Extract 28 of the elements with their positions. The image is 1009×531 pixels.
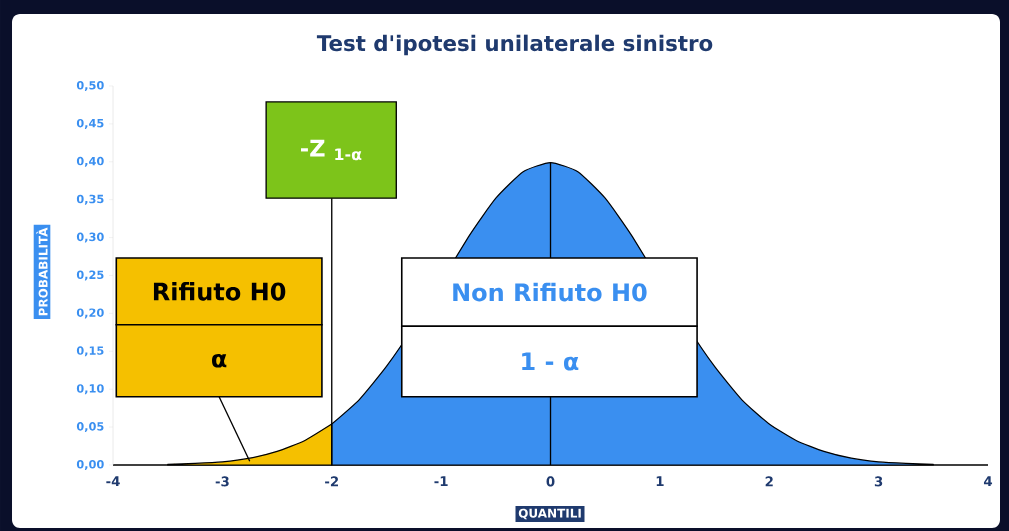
x-tick-label: 1: [656, 476, 664, 487]
y-tick-label: 0,20: [76, 308, 104, 319]
ref-line-label: -Z $_{1-α}$: [300, 139, 362, 161]
x-tick-label: 2: [765, 476, 773, 487]
annotation: Rifiuto H0: [153, 282, 286, 301]
y-tick-label: 0,45: [76, 118, 104, 129]
x-tick-label: -4: [106, 476, 120, 487]
annotation: Non Rifiuto H0: [453, 282, 647, 302]
y-tick-label: 0,25: [76, 270, 104, 281]
y-axis-title: PROBABILITÀ: [36, 227, 48, 316]
x-tick-label: 4: [983, 476, 993, 487]
y-tick-label: 0,05: [76, 422, 104, 433]
x-tick-label: -3: [215, 476, 229, 487]
x-axis-title: QUANTILI: [518, 508, 581, 520]
y-tick-label: 0,00: [76, 459, 104, 470]
y-tick-label: 0,30: [76, 232, 104, 243]
annotation: 1 - α: [522, 352, 579, 371]
y-tick-label: 0,50: [76, 80, 104, 91]
y-tick-label: 0,40: [76, 156, 104, 167]
y-tick-label: 0,35: [76, 194, 104, 205]
x-tick-label: -2: [325, 476, 338, 487]
annotation: α: [212, 353, 227, 368]
x-tick-label: 0: [546, 476, 555, 487]
y-tick-label: 0,10: [76, 384, 104, 395]
x-tick-label: 3: [874, 476, 883, 487]
x-tick-label: -1: [434, 476, 448, 487]
y-tick-label: 0,15: [76, 346, 104, 357]
chart-title: Test d'ipotesi unilaterale sinistro: [316, 34, 713, 56]
